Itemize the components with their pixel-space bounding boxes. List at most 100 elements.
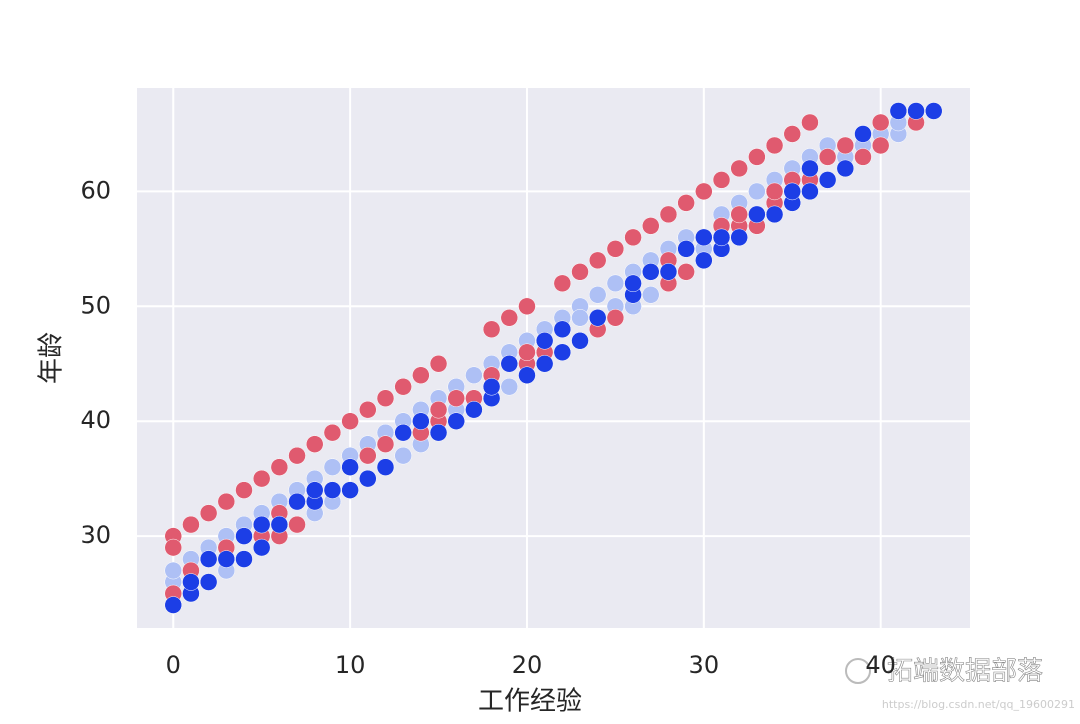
point — [836, 136, 855, 155]
point — [748, 182, 766, 201]
point — [748, 148, 766, 166]
point — [677, 194, 695, 212]
point — [500, 309, 519, 327]
point — [323, 458, 342, 476]
point — [535, 332, 554, 350]
point — [518, 297, 536, 316]
point — [730, 228, 748, 247]
point — [288, 515, 306, 534]
point — [712, 171, 731, 189]
point — [359, 400, 377, 419]
x-tick-label: 40 — [865, 651, 896, 679]
point — [412, 412, 430, 430]
point — [659, 263, 678, 281]
point — [907, 102, 925, 120]
point — [836, 159, 855, 178]
point — [465, 366, 483, 384]
point — [871, 113, 890, 132]
watermark-text: 拓端数据部落 — [887, 657, 1043, 687]
point — [323, 481, 342, 499]
point — [235, 481, 253, 499]
point — [500, 377, 519, 396]
point — [465, 400, 483, 419]
point — [588, 286, 607, 304]
point — [712, 228, 731, 247]
point — [553, 320, 572, 339]
point — [571, 263, 589, 281]
point — [429, 423, 448, 442]
point — [235, 550, 253, 568]
point — [642, 263, 660, 281]
point — [359, 469, 377, 488]
point — [252, 469, 271, 488]
point — [518, 366, 536, 384]
point — [359, 446, 377, 465]
point — [695, 251, 713, 270]
point — [270, 458, 289, 476]
point — [606, 309, 625, 327]
point — [252, 515, 271, 534]
watermark-icon — [845, 658, 871, 684]
point — [376, 389, 395, 407]
point — [447, 389, 465, 407]
point — [571, 332, 589, 350]
point — [765, 182, 784, 201]
point — [801, 182, 819, 201]
point — [341, 458, 359, 476]
point — [341, 412, 359, 430]
point — [376, 458, 395, 476]
x-tick-label: 0 — [166, 651, 181, 679]
point — [677, 240, 695, 258]
point — [305, 481, 324, 499]
point — [818, 148, 837, 166]
point — [783, 182, 802, 201]
point — [765, 205, 784, 224]
point — [624, 274, 642, 293]
point — [571, 309, 589, 327]
point — [553, 343, 572, 362]
points — [164, 102, 943, 614]
point — [765, 136, 784, 155]
point — [518, 343, 536, 362]
point — [164, 561, 183, 580]
point — [323, 423, 342, 442]
point — [606, 274, 625, 293]
point — [199, 550, 218, 568]
point — [695, 182, 713, 201]
watermark-url: https://blog.csdn.net/qq_19600291 — [882, 698, 1075, 711]
y-tick-label: 40 — [80, 406, 111, 434]
point — [252, 538, 271, 557]
point — [730, 205, 748, 224]
point — [217, 492, 236, 511]
point — [288, 446, 306, 465]
point — [854, 125, 872, 143]
point — [642, 286, 660, 304]
point — [429, 354, 448, 373]
point — [341, 481, 359, 499]
point — [677, 263, 695, 281]
point — [270, 515, 289, 534]
point — [182, 573, 200, 591]
x-tick-label: 30 — [689, 651, 720, 679]
point — [854, 148, 872, 166]
point — [588, 251, 607, 270]
point — [642, 217, 660, 235]
point — [624, 228, 642, 247]
x-tick-label: 20 — [512, 651, 543, 679]
x-tick-label: 10 — [335, 651, 366, 679]
point — [801, 159, 819, 178]
point — [394, 423, 412, 442]
point — [553, 274, 572, 293]
point — [889, 102, 908, 120]
point — [412, 366, 430, 384]
point — [748, 205, 766, 224]
point — [164, 538, 183, 557]
point — [482, 320, 501, 339]
point — [801, 113, 819, 132]
point — [305, 435, 324, 453]
point — [376, 435, 395, 453]
y-tick-label: 30 — [80, 521, 111, 549]
point — [606, 240, 625, 258]
point — [447, 412, 465, 430]
